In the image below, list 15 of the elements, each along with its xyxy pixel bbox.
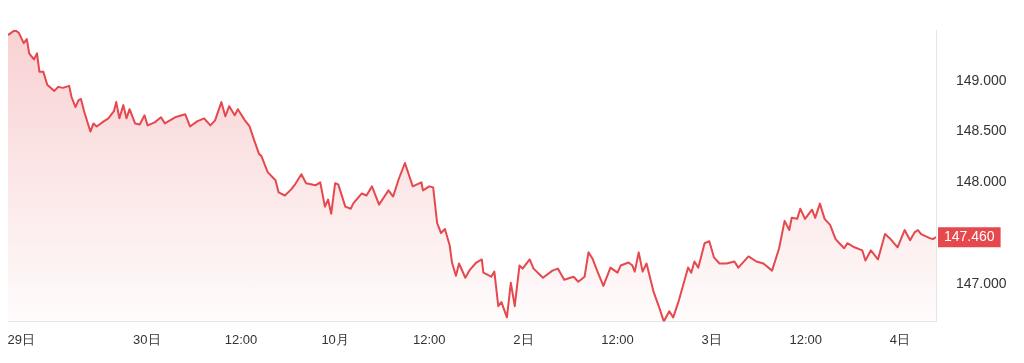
y-tick-label: 148.500 <box>956 122 1007 139</box>
y-tick-label: 147.000 <box>956 274 1007 291</box>
x-tick-label: 10月 <box>321 331 349 347</box>
x-tick-label: 3日 <box>701 331 722 347</box>
annotation: 147.460 <box>944 227 995 244</box>
y-tick-label: 149.000 <box>956 71 1007 88</box>
x-tick-label: 4日 <box>889 331 911 347</box>
x-tick-label: 30日 <box>133 331 161 347</box>
y-tick-label: 148.000 <box>956 173 1007 190</box>
x-tick-label: 29日 <box>7 331 36 347</box>
x-tick-label: 12:00 <box>789 331 823 347</box>
x-tick-label: 12:00 <box>412 331 446 347</box>
x-tick-label: 12:00 <box>224 331 258 347</box>
x-tick-label: 12:00 <box>601 331 634 347</box>
x-tick-label: 2日 <box>513 331 534 347</box>
